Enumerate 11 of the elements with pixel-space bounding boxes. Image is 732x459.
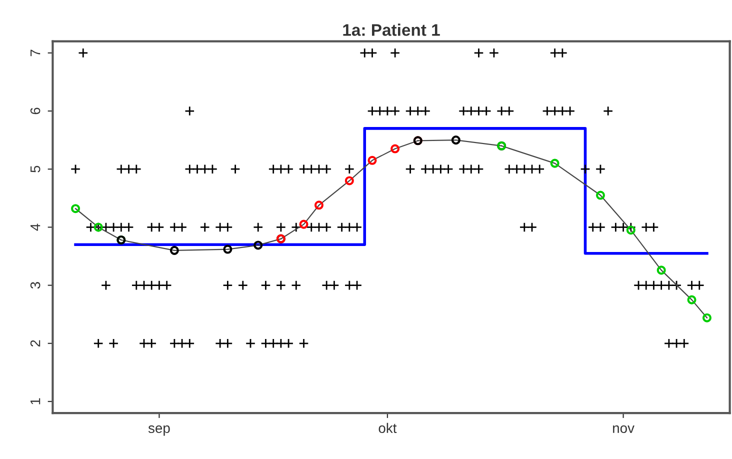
x-tick-label: okt (378, 422, 397, 434)
x-tick-label: sep (148, 425, 170, 436)
y-tick-label: 7 (30, 50, 40, 56)
y-tick-label: 3 (30, 282, 40, 289)
y-tick-label: 6 (30, 108, 40, 114)
y-tick-label: 4 (30, 224, 40, 231)
chart-title: 1a: Patient 1 (343, 24, 440, 36)
x-tick-label: nov (613, 425, 634, 434)
y-tick-label: 5 (30, 166, 40, 172)
y-tick-label: 2 (30, 340, 40, 347)
y-tick-label: 1 (30, 398, 40, 404)
